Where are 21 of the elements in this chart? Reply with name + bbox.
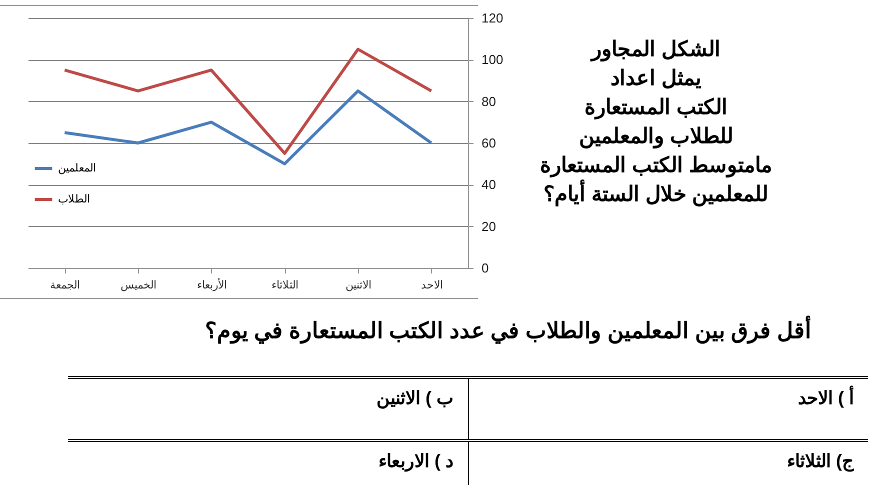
text: د ) الاربعاء xyxy=(68,440,468,485)
y-tick-label: 100 xyxy=(482,52,504,68)
x-tick-label: الثلاثاء xyxy=(272,280,299,292)
legend-label: المعلمين xyxy=(58,162,96,174)
y-tick-label: 20 xyxy=(482,218,496,234)
legend-label: الطلاب xyxy=(58,194,90,206)
x-tick-label: الاحد xyxy=(420,280,443,292)
x-tick-label: الاثنين xyxy=(346,280,372,292)
y-tick-label: 0 xyxy=(482,260,489,276)
y-tick-label: 120 xyxy=(482,10,504,26)
y-tick-label: 60 xyxy=(482,136,496,150)
text: ج) الثلاثاء xyxy=(468,440,868,485)
text: ب ) الاثنين xyxy=(68,378,468,440)
x-tick-label: الجمعة xyxy=(50,280,80,292)
text: أ ) الاحد xyxy=(468,378,868,440)
text: أقل فرق بين المعلمين والطلاب في عدد الكتب المستعارة في يوم؟ xyxy=(204,318,811,344)
x-tick-label: الخميس xyxy=(120,280,156,292)
x-tick-label: الأربعاء xyxy=(196,278,227,292)
text: الشكل المجاور يمثل اعداد الكتب المستعارة للطلاب والمعلمين مامتوسط الكتب المستعارة للمعلمين خلال الستة أيام؟ xyxy=(540,38,772,206)
y-tick-label: 80 xyxy=(482,94,496,109)
y-tick-label: 40 xyxy=(482,177,496,192)
